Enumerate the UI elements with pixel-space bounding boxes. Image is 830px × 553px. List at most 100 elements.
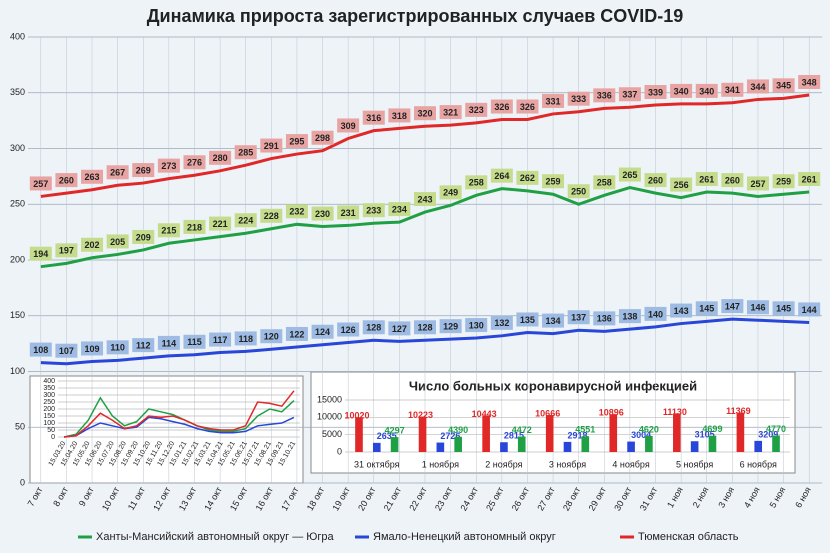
data-label-box (721, 173, 744, 188)
data-label: 107 (59, 346, 74, 356)
data-label-box (106, 340, 129, 355)
data-label: 115 (187, 337, 202, 347)
y-tick-label: 200 (10, 254, 25, 264)
data-label: 137 (571, 313, 586, 323)
x-tick-label: 31 октября (354, 459, 400, 469)
y-tick-label: 150 (43, 413, 55, 420)
data-label: 128 (417, 323, 432, 333)
data-label-box (490, 168, 513, 183)
data-label: 326 (520, 102, 535, 112)
data-label-box (285, 326, 308, 341)
y-tick-label: 300 (43, 392, 55, 399)
data-label: 295 (289, 136, 304, 146)
data-label-box (439, 105, 462, 120)
data-label: 144 (802, 305, 817, 315)
line (63, 390, 295, 438)
data-label: 194 (33, 249, 48, 259)
data-label-box (695, 171, 718, 186)
y-tick-label: 0 (51, 434, 55, 441)
data-label: 129 (443, 322, 458, 332)
data-label-box (55, 173, 78, 188)
data-label-box (234, 213, 257, 228)
data-label-box (388, 202, 411, 217)
data-label-box (644, 306, 667, 321)
data-label: 230 (315, 209, 330, 219)
data-label: 146 (750, 303, 765, 313)
data-label: 136 (597, 314, 612, 324)
data-label-box (337, 205, 360, 220)
data-label-box (465, 175, 488, 190)
data-label: 209 (136, 232, 151, 242)
data-label-box (670, 303, 693, 318)
data-label: 4472 (512, 425, 532, 435)
legend-label: Ямало-Ненецкий автономный округ (373, 531, 556, 543)
y-tick-label: 350 (43, 385, 55, 392)
y-tick-label: 400 (43, 378, 55, 385)
legend-label: Ханты-Мансийский автономный округ — Югра (96, 531, 335, 543)
data-label: 147 (725, 301, 740, 311)
data-label-box (798, 74, 821, 89)
data-label-box (260, 329, 283, 344)
data-label: 261 (699, 174, 714, 184)
bar (436, 442, 445, 452)
data-label: 3209 (758, 429, 778, 439)
data-label-box (362, 110, 385, 125)
y-tick-label: 100 (43, 420, 55, 427)
data-label-box (285, 204, 308, 219)
data-label: 114 (162, 338, 177, 348)
data-label: 323 (469, 105, 484, 115)
bar (418, 416, 427, 452)
data-label-box (542, 93, 565, 108)
data-label: 298 (315, 133, 330, 143)
data-label: 126 (341, 325, 356, 335)
data-label: 4620 (639, 424, 659, 434)
data-label: 205 (110, 237, 125, 247)
y-tick-label: 300 (10, 143, 25, 153)
data-label-box (721, 299, 744, 314)
data-label-box (772, 174, 795, 189)
data-label-box (183, 155, 206, 170)
data-label: 257 (33, 179, 48, 189)
data-label: 143 (674, 306, 689, 316)
data-label-box (670, 177, 693, 192)
line (40, 185, 810, 269)
data-label-box (55, 343, 78, 358)
bar (482, 415, 490, 452)
bar (517, 436, 526, 452)
data-label-box (55, 243, 78, 258)
data-label: 250 (571, 187, 586, 197)
data-label: 112 (136, 340, 151, 350)
bar (708, 435, 717, 452)
data-label: 109 (85, 344, 100, 354)
y-tick-label: 15000 (317, 394, 342, 404)
data-label: 331 (546, 96, 561, 106)
data-label-box (209, 216, 232, 231)
data-label: 326 (494, 102, 509, 112)
data-label: 3105 (695, 430, 715, 440)
data-label: 344 (750, 82, 765, 92)
data-label-box (106, 234, 129, 249)
data-label-box (695, 83, 718, 98)
data-label: 138 (622, 312, 637, 322)
data-label: 2726 (440, 431, 460, 441)
data-label: 4551 (575, 425, 595, 435)
data-label-box (516, 170, 539, 185)
data-label: 124 (315, 327, 330, 337)
data-label: 260 (648, 175, 663, 185)
data-label: 2918 (568, 430, 588, 440)
data-label-box (746, 176, 769, 191)
bar (545, 415, 554, 452)
data-label-box (593, 175, 616, 190)
data-label: 140 (648, 309, 663, 319)
data-label: 4699 (702, 424, 722, 434)
bar (673, 413, 681, 452)
data-label: 118 (238, 334, 253, 344)
data-label-box (567, 91, 590, 106)
data-label-box (414, 192, 436, 207)
data-label: 337 (622, 90, 637, 100)
data-label: 258 (469, 178, 484, 188)
data-label-box (132, 229, 155, 244)
data-label: 260 (725, 175, 740, 185)
data-label: 321 (443, 107, 458, 117)
data-label: 256 (674, 180, 689, 190)
